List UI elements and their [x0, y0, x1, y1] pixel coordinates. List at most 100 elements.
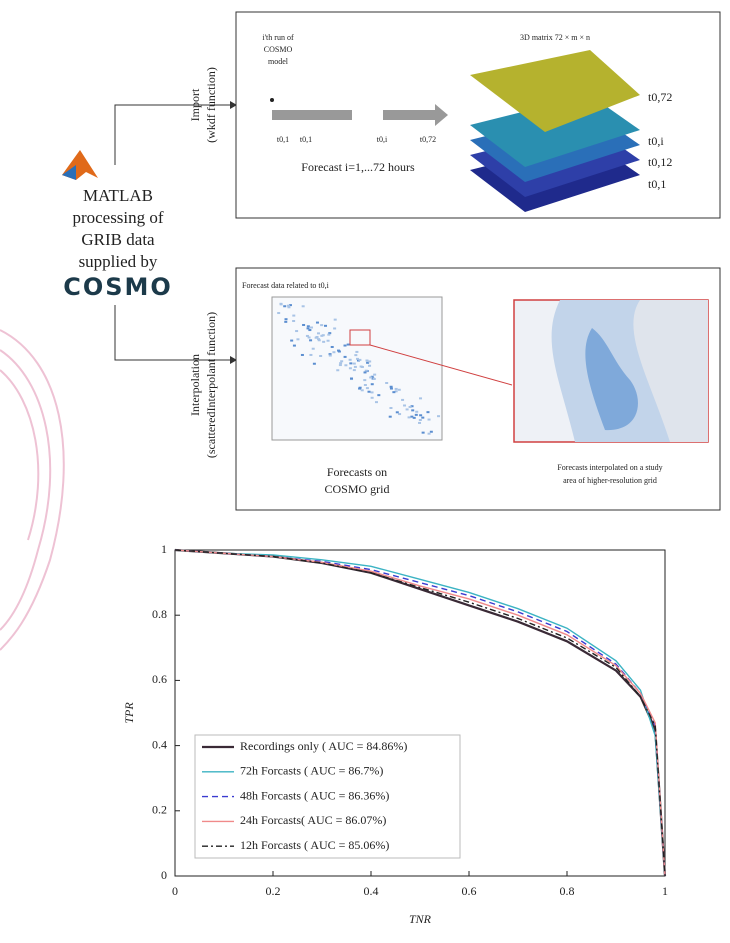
background-scribble — [0, 330, 64, 650]
x-tick-label: 0.2 — [266, 884, 281, 898]
map-dot — [375, 401, 378, 403]
map-dot — [339, 364, 342, 366]
import-label: Import — [188, 88, 202, 121]
map-dot — [367, 391, 370, 393]
time-label: t0,72 — [420, 135, 436, 144]
map-dot — [331, 346, 334, 348]
map-dot — [309, 354, 312, 356]
map-dot — [349, 359, 352, 361]
map-dot — [316, 336, 319, 338]
map-dot — [377, 394, 380, 396]
map-dot — [409, 406, 412, 408]
map-dot — [349, 362, 352, 364]
map-dot — [295, 330, 298, 332]
map-dot — [309, 339, 312, 341]
map-dot — [322, 341, 325, 343]
map-dot — [334, 319, 337, 321]
map-dot — [317, 332, 320, 334]
map-dot — [415, 411, 418, 413]
run-label: model — [268, 57, 289, 66]
map-dot — [353, 363, 356, 365]
x-tick-label: 0.4 — [364, 884, 379, 898]
map-dot — [403, 404, 406, 406]
map-dot — [354, 366, 357, 368]
map-dot — [292, 320, 295, 322]
map-dot — [398, 413, 401, 415]
map-dot — [373, 374, 376, 376]
y-tick-label: 0.2 — [152, 803, 167, 817]
map-dot — [419, 419, 422, 421]
page: {"diagram": { "left_label_lines": ["MATL… — [0, 0, 730, 943]
legend-label: 72h Forcasts ( AUC = 86.7%) — [240, 764, 383, 778]
map-dot — [361, 366, 364, 368]
map-dot — [401, 399, 404, 401]
left-label: MATLAB — [83, 186, 153, 205]
map-dot — [313, 363, 316, 365]
run-marker — [270, 98, 274, 102]
map-dot — [396, 411, 399, 413]
map-dot — [322, 334, 325, 336]
x-tick-label: 0.6 — [462, 884, 477, 898]
map-dot — [371, 397, 374, 399]
time-label: t0,1 — [300, 135, 312, 144]
map-dot — [390, 386, 393, 388]
left-label: supplied by — [79, 252, 158, 271]
map-dot — [358, 359, 361, 361]
map-dot — [368, 365, 371, 367]
map-dot — [292, 315, 295, 317]
map-dot — [287, 305, 290, 307]
y-tick-label: 0.8 — [152, 607, 167, 621]
map-dot — [430, 431, 433, 433]
map-dot — [319, 355, 322, 357]
map-dot — [385, 382, 388, 384]
map-dot — [339, 362, 342, 364]
map-dot — [333, 327, 336, 329]
map-caption: area of higher-resolution grid — [563, 476, 657, 485]
time-bar — [272, 110, 352, 120]
map-dot — [332, 351, 335, 353]
map-caption: Forecasts on — [327, 465, 387, 479]
map-caption: Forecasts interpolated on a study — [557, 463, 662, 472]
x-tick-label: 0 — [172, 884, 178, 898]
map-title: Forecast data related to t0,i — [242, 281, 330, 290]
map-dot — [327, 334, 330, 336]
map-dot — [368, 360, 371, 362]
map-dot — [284, 321, 287, 323]
map-dot — [293, 345, 296, 347]
layer-label: t0,1 — [648, 177, 666, 191]
map-dot — [296, 338, 299, 340]
map-dot — [324, 325, 327, 327]
map-dot — [327, 340, 330, 342]
map-dot — [350, 377, 353, 379]
map-dot — [340, 360, 343, 362]
map-dot — [369, 376, 372, 378]
map-dot — [312, 348, 315, 350]
map-dot — [411, 409, 414, 411]
map-dot — [285, 318, 288, 320]
map-dot — [389, 416, 392, 418]
interp-label: Interpolation — [188, 354, 202, 416]
legend-label: Recordings only ( AUC = 84.86%) — [240, 739, 407, 753]
map-dot — [364, 371, 367, 373]
forecast-label: Forecast i=1,...72 hours — [301, 160, 415, 174]
map-dot — [371, 383, 374, 385]
y-axis-label: TPR — [122, 702, 136, 724]
map-dot — [318, 339, 321, 341]
map-dot — [364, 384, 367, 386]
map-dot — [290, 340, 293, 342]
map-dot — [428, 419, 431, 421]
map-dot — [390, 388, 393, 390]
matlab-logo — [62, 150, 98, 180]
map-dot — [344, 356, 347, 358]
matrix-title: 3D matrix 72 × m × n — [520, 33, 590, 42]
map-dot — [347, 344, 350, 346]
map-dot — [371, 391, 374, 393]
interp-label: (scatteredInterpolant function) — [204, 312, 218, 458]
time-bar — [383, 110, 435, 120]
map-caption: COSMO grid — [324, 482, 389, 496]
y-tick-label: 0 — [161, 868, 167, 882]
map-dot — [437, 415, 440, 417]
map-dot — [355, 351, 358, 353]
map-dot — [354, 354, 357, 356]
time-label: t0,1 — [277, 135, 289, 144]
